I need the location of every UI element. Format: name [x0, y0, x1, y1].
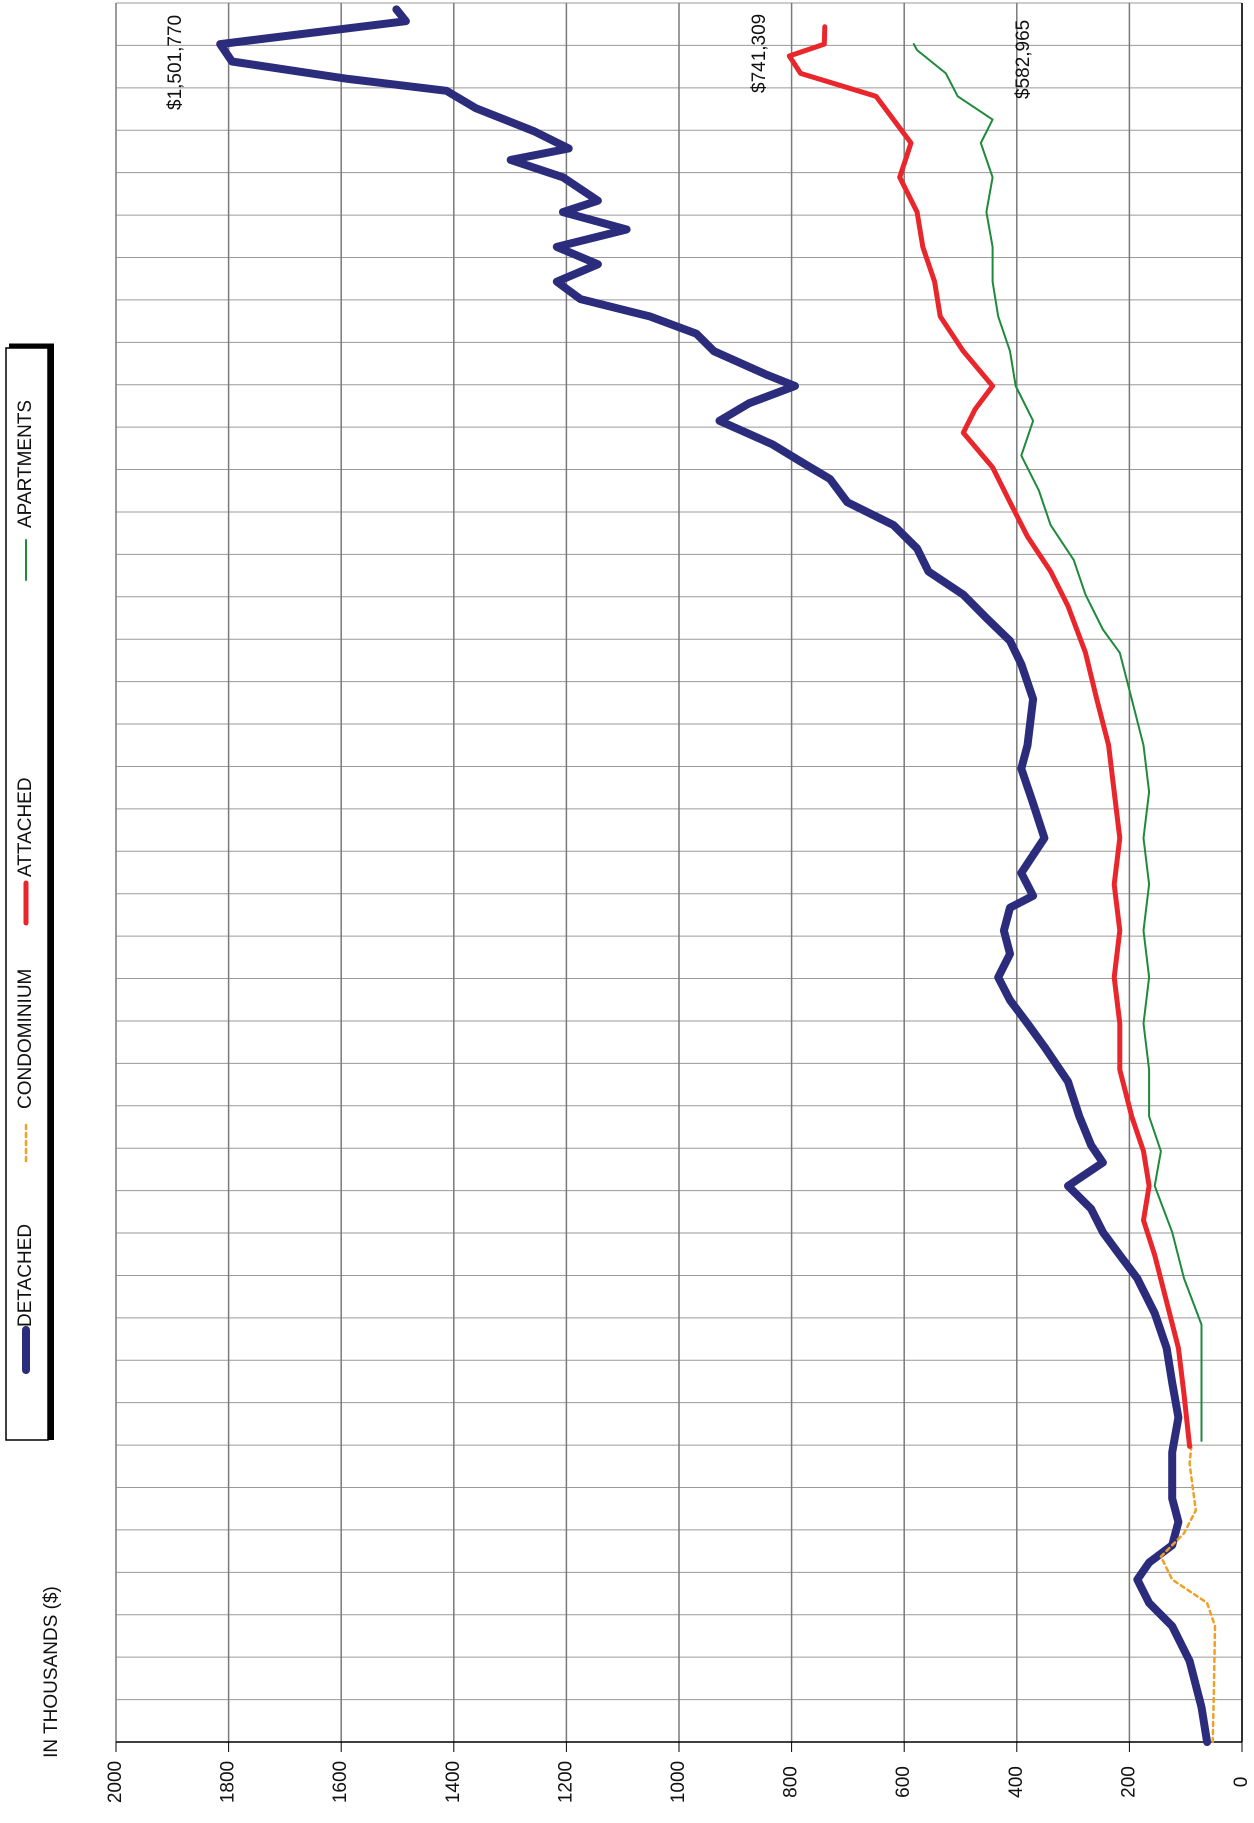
- y-tick-label: 0: [1231, 1777, 1252, 1788]
- annotation: $741,309: [749, 14, 770, 93]
- legend-label: CONDOMINIUM: [15, 969, 36, 1109]
- legend-label: APARTMENTS: [15, 400, 36, 528]
- series-line: [912, 43, 1203, 1442]
- legend-label: DETACHED: [15, 1224, 36, 1327]
- y-tick-label: 1200: [555, 1761, 576, 1803]
- y-tick-label: 1600: [330, 1761, 351, 1803]
- series-line: [216, 5, 1212, 1746]
- y-tick-label: 1000: [668, 1761, 689, 1803]
- series-line: [786, 24, 1193, 1449]
- y-tick-label: 1400: [443, 1761, 464, 1803]
- y-tick-label: 400: [1006, 1766, 1027, 1798]
- legend-label: ATTACHED: [15, 777, 36, 877]
- y-axis-title: IN THOUSANDS ($): [41, 1586, 62, 1758]
- series-line: [1159, 1445, 1217, 1744]
- annotation: $582,965: [1013, 20, 1034, 99]
- y-tick-label: 2000: [105, 1761, 126, 1803]
- annotation: $1,501,770: [165, 15, 186, 110]
- y-tick-label: 200: [1118, 1766, 1139, 1798]
- y-tick-label: 800: [781, 1766, 802, 1798]
- y-tick-label: 600: [893, 1766, 914, 1798]
- y-tick-label: 1800: [218, 1761, 239, 1803]
